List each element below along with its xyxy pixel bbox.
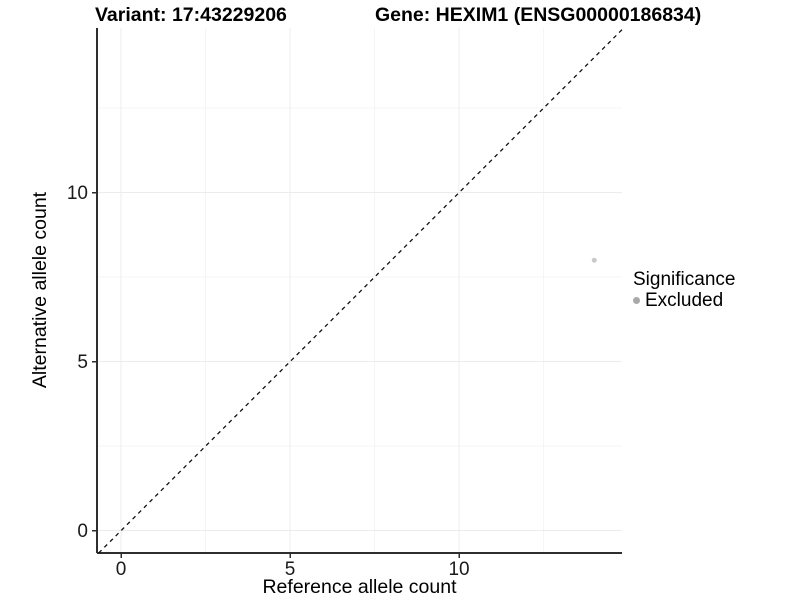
y-tick-label: 5 <box>77 352 88 373</box>
x-tick-label: 10 <box>448 559 469 580</box>
y-axis-title: Alternative allele count <box>29 191 51 389</box>
y-tick-label: 10 <box>67 183 88 204</box>
legend: Significance Excluded <box>633 270 735 310</box>
x-tick-label: 5 <box>285 559 296 580</box>
identity-dashed-line <box>98 29 623 554</box>
y-tick-label: 0 <box>77 521 88 542</box>
legend-title: Significance <box>633 269 736 290</box>
legend-item-label: Excluded <box>645 290 724 311</box>
plot-title-variant: Variant: 17:43229206 <box>95 4 287 26</box>
data-point <box>591 257 597 263</box>
plot-title-gene: Gene: HEXIM1 (ENSG00000186834) <box>375 4 702 26</box>
legend-item-excluded: Excluded <box>633 291 735 310</box>
x-axis-title: Reference allele count <box>262 576 457 598</box>
x-tick-label: 0 <box>116 559 127 580</box>
legend-point-icon <box>633 297 640 304</box>
